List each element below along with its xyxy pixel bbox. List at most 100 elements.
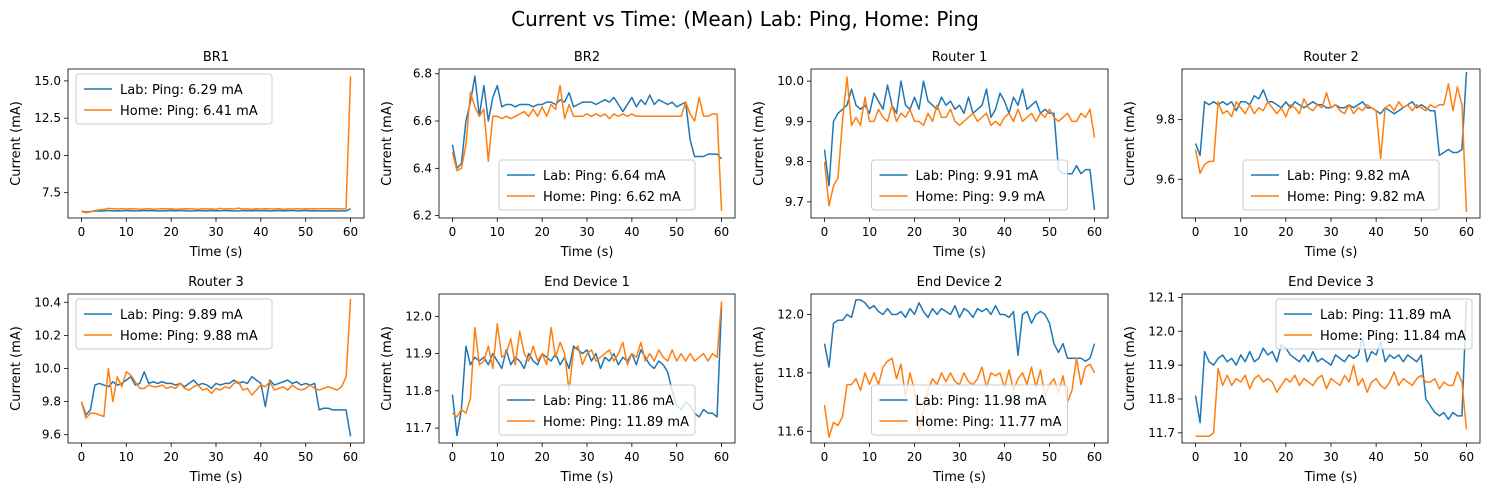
x-tick-label: 20 <box>907 225 922 239</box>
legend-box <box>1275 298 1473 350</box>
legend: Lab: Ping: 11.98 mA Home: Ping: 11.77 mA <box>871 384 1068 436</box>
x-tick-label: 40 <box>1369 225 1384 239</box>
x-tick-label: 10 <box>490 225 505 239</box>
x-tick-label: 30 <box>1323 225 1338 239</box>
x-tick-label: 50 <box>298 225 313 239</box>
y-tick-label: 11.8 <box>777 366 804 380</box>
legend: Lab: Ping: 6.64 mA Home: Ping: 6.62 mA <box>498 159 696 211</box>
x-tick-label: 30 <box>208 225 223 239</box>
x-tick-label: 0 <box>449 225 457 239</box>
y-tick-label: 10.0 <box>777 74 804 88</box>
y-axis-label: Current (mA) <box>380 101 395 186</box>
y-tick-label: 6.2 <box>413 209 432 223</box>
legend-entry: Home: Ping: 9.9 mA <box>916 190 1046 205</box>
subplot-title: End Device 2 <box>917 275 1003 290</box>
legend-entry: Home: Ping: 9.82 mA <box>1287 190 1425 205</box>
x-tick-label: 60 <box>1087 225 1102 239</box>
legend: Lab: Ping: 6.29 mA Home: Ping: 6.41 mA <box>75 73 273 125</box>
x-tick-label: 30 <box>1323 450 1338 464</box>
legend-entry: Home: Ping: 11.84 mA <box>1320 329 1466 344</box>
x-tick-label: 60 <box>714 450 729 464</box>
x-tick-label: 20 <box>535 225 550 239</box>
x-tick-label: 30 <box>579 450 594 464</box>
legend-entry: Home: Ping: 11.89 mA <box>543 415 689 430</box>
subplot-title: End Device 3 <box>1288 275 1374 290</box>
subplot-3: Router 2 0 10 20 30 40 50 60 9.6 9.8 Time (s) Curre… <box>1123 50 1481 260</box>
legend-box <box>75 73 273 125</box>
y-tick-label: 9.8 <box>42 395 61 409</box>
legend-entry: Lab: Ping: 9.82 mA <box>1287 169 1410 184</box>
x-tick-label: 20 <box>535 450 550 464</box>
legend-entry: Home: Ping: 6.62 mA <box>543 190 681 205</box>
y-tick-label: 6.4 <box>413 161 432 175</box>
x-tick-label: 60 <box>343 450 358 464</box>
x-axis-label: Time (s) <box>932 245 986 260</box>
legend-entry: Lab: Ping: 11.89 mA <box>1320 308 1451 323</box>
x-tick-label: 50 <box>1414 450 1429 464</box>
series-line-home <box>1195 364 1468 437</box>
x-axis-label: Time (s) <box>1304 470 1358 485</box>
y-tick-label: 9.9 <box>785 114 804 128</box>
x-axis-label: Time (s) <box>189 245 243 260</box>
x-tick-label: 0 <box>821 450 829 464</box>
subplot-title: Router 3 <box>188 275 244 290</box>
x-tick-label: 20 <box>1278 225 1293 239</box>
y-tick-label: 10.2 <box>34 328 61 342</box>
x-tick-label: 50 <box>669 450 684 464</box>
y-tick-label: 12.0 <box>777 307 804 321</box>
subplot-0: BR1 0 10 20 30 40 50 60 7.5 10.0 12.5 15.0 Time (s) C… <box>9 50 365 260</box>
subplot-title: Router 1 <box>932 50 988 65</box>
series-line-lab <box>451 75 723 170</box>
series-line-lab <box>823 299 1096 368</box>
y-tick-label: 10.4 <box>34 295 61 309</box>
x-tick-label: 20 <box>1278 450 1293 464</box>
legend-box <box>1242 159 1440 211</box>
x-tick-label: 30 <box>579 225 594 239</box>
x-tick-label: 30 <box>208 450 223 464</box>
subplot-title: Router 2 <box>1303 50 1359 65</box>
x-tick-label: 40 <box>253 450 268 464</box>
legend-entry: Lab: Ping: 9.89 mA <box>120 308 243 323</box>
legend-entry: Lab: Ping: 6.64 mA <box>543 169 666 184</box>
x-tick-label: 40 <box>624 450 639 464</box>
x-tick-label: 0 <box>449 450 457 464</box>
subplot-title: BR1 <box>203 50 229 65</box>
y-axis-label: Current (mA) <box>752 101 767 186</box>
series-line-lab <box>81 208 351 213</box>
x-tick-label: 10 <box>119 225 134 239</box>
y-tick-label: 9.8 <box>785 155 804 169</box>
x-tick-label: 60 <box>1459 450 1474 464</box>
legend-box <box>498 384 696 436</box>
x-axis-label: Time (s) <box>1304 245 1358 260</box>
series-line-lab <box>1194 300 1468 424</box>
legend-box <box>871 159 1068 211</box>
y-tick-label: 11.8 <box>1148 392 1175 406</box>
series-line-home <box>451 84 723 211</box>
y-tick-label: 11.6 <box>777 424 804 438</box>
subplot-6: End Device 2 0 10 20 30 40 50 60 11.6 11.8 12.0 Tim… <box>752 275 1109 485</box>
x-tick-label: 0 <box>1192 450 1200 464</box>
x-tick-label: 60 <box>1087 450 1102 464</box>
y-axis-label: Current (mA) <box>1123 101 1138 186</box>
y-tick-label: 9.6 <box>42 428 61 442</box>
legend-entry: Lab: Ping: 9.91 mA <box>916 169 1039 184</box>
legend-box <box>871 384 1068 436</box>
x-tick-label: 40 <box>997 225 1012 239</box>
x-axis-label: Time (s) <box>932 470 986 485</box>
series-line-home <box>823 76 1096 207</box>
y-tick-label: 12.1 <box>1148 290 1175 304</box>
legend-box <box>498 159 696 211</box>
subplot-title: BR2 <box>574 50 600 65</box>
subplot-2: Router 1 0 10 20 30 40 50 60 9.7 9.8 9.9 10.0 Time (… <box>752 50 1109 260</box>
series-line-lab <box>80 371 352 437</box>
subplot-1: BR2 0 10 20 30 40 50 60 6.2 6.4 6.6 6.8 Time (s) Curr… <box>380 50 736 260</box>
x-tick-label: 40 <box>1369 450 1384 464</box>
y-tick-label: 12.0 <box>1148 324 1175 338</box>
x-tick-label: 0 <box>821 225 829 239</box>
legend-entry: Lab: Ping: 11.98 mA <box>916 394 1047 409</box>
x-axis-label: Time (s) <box>560 470 614 485</box>
legend-entry: Home: Ping: 11.77 mA <box>916 415 1062 430</box>
y-tick-label: 11.8 <box>405 384 432 398</box>
y-tick-label: 7.5 <box>42 186 61 200</box>
